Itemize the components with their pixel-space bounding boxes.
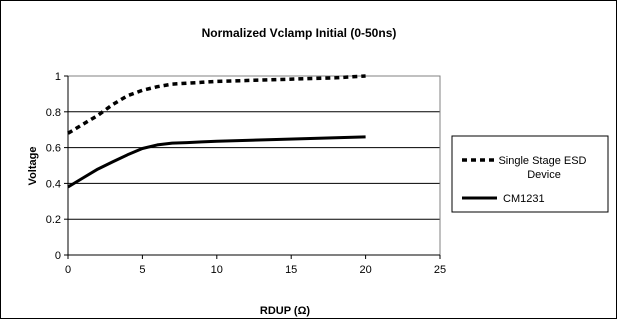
y-tick-label-2: 0.4 — [46, 178, 61, 190]
legend-label-single-stage: Single Stage ESD Device — [498, 155, 589, 181]
y-tick-labels: 0 0.2 0.4 0.6 0.8 1 — [46, 71, 61, 262]
x-tick-labels: 0 5 10 15 20 25 — [65, 264, 446, 276]
y-axis-label: Voltage — [27, 147, 39, 186]
x-tick-label-3: 15 — [285, 264, 297, 276]
y-tick-label-5: 1 — [55, 71, 61, 83]
series-line-0 — [67, 74, 366, 135]
y-tick-label-4: 0.8 — [46, 107, 61, 119]
legend-label-line-2: Device — [527, 169, 561, 181]
y-tick-label-0: 0 — [55, 250, 61, 262]
x-tick-label-1: 5 — [139, 264, 145, 276]
y-tick-label-3: 0.6 — [46, 143, 61, 155]
chart-title: Normalized Vclamp Initial (0-50ns) — [202, 26, 397, 40]
x-tick-label-5: 25 — [434, 264, 446, 276]
legend-label-line-1: Single Stage ESD — [498, 155, 586, 167]
y-tick-label-1: 0.2 — [46, 214, 61, 226]
plot-area — [67, 75, 441, 256]
axes — [64, 75, 441, 259]
series-lines — [67, 74, 366, 189]
x-tick-label-0: 0 — [65, 264, 71, 276]
x-axis-label: RDUP (Ω) — [260, 305, 311, 317]
legend-label-cm1231: CM1231 — [503, 193, 545, 205]
x-tick-label-4: 20 — [359, 264, 371, 276]
series-line-1 — [67, 135, 366, 189]
legend: Single Stage ESD Device CM1231 — [451, 135, 609, 213]
x-tick-label-2: 10 — [211, 264, 223, 276]
